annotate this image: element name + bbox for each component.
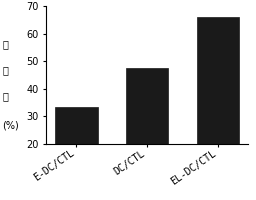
Text: 杀: 杀 xyxy=(3,39,8,49)
X-axis label: 组  别: 组 别 xyxy=(138,198,156,200)
Text: 伤: 伤 xyxy=(3,65,8,75)
Bar xyxy=(126,68,168,199)
Text: 率: 率 xyxy=(3,91,8,101)
Text: (%): (%) xyxy=(3,121,19,131)
Bar xyxy=(55,107,98,199)
Bar xyxy=(197,17,239,199)
